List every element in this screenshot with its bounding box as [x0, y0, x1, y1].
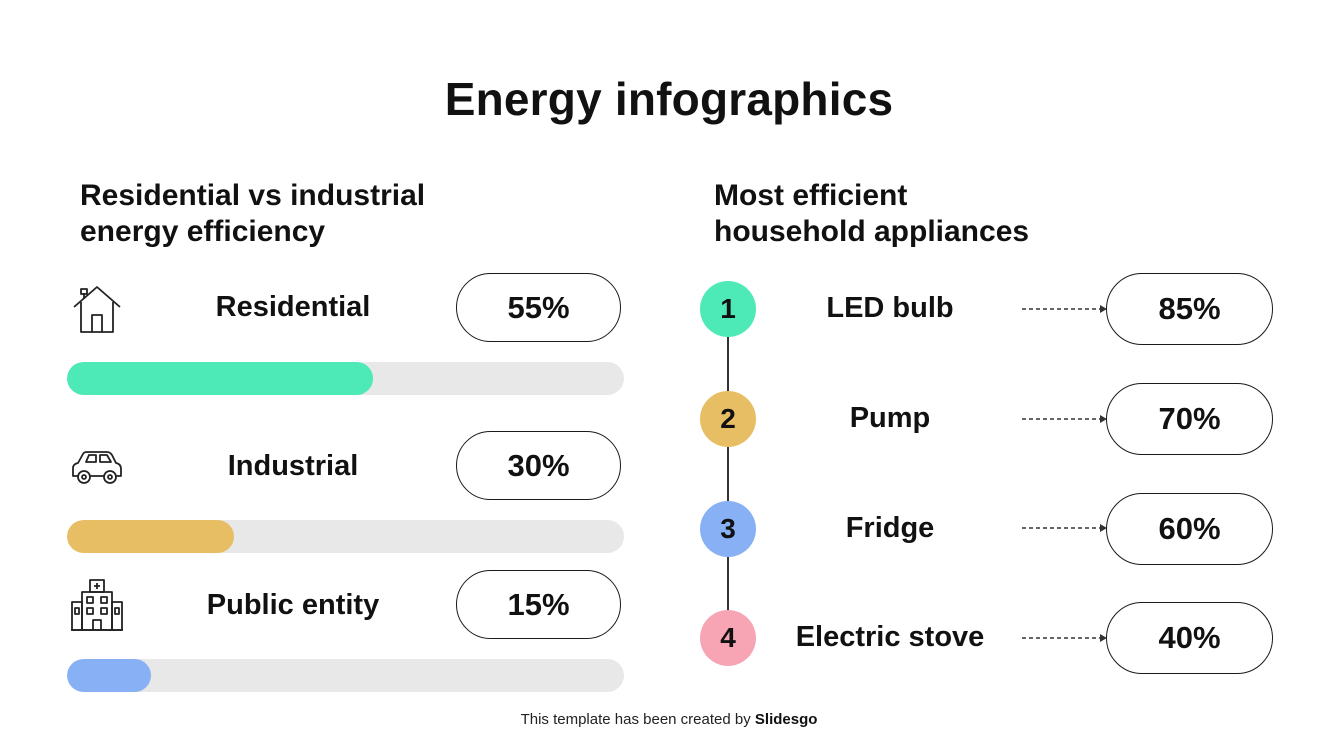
appliance-label-electric-stove: Electric stove [795, 621, 985, 653]
bar-public-entity [67, 659, 151, 692]
connector-line-1-2 [727, 336, 729, 392]
footer-credit: This template has been created by Slides… [0, 711, 1338, 728]
value-pill-led-bulb: 85% [1106, 273, 1273, 345]
value-pill-electric-stove: 40% [1106, 602, 1273, 674]
car-icon [70, 442, 124, 496]
row-label-public-entity: Public entity [206, 589, 380, 621]
appliance-label-led-bulb: LED bulb [826, 292, 954, 324]
value-pill-fridge: 60% [1106, 493, 1273, 565]
bar-industrial [67, 520, 235, 553]
value-pill-public-entity: 15% [456, 570, 621, 639]
footer-brand: Slidesgo [754, 711, 818, 728]
rank-circle-3: 3 [700, 501, 756, 557]
arrow-icon [1022, 524, 1107, 532]
rank-circle-4: 4 [700, 610, 756, 666]
value-pill-pump: 70% [1106, 383, 1273, 455]
footer-prefix: This template has been created by [520, 711, 751, 728]
row-label-industrial: Industrial [227, 450, 359, 482]
bar-track-industrial [67, 520, 624, 553]
house-icon [70, 283, 124, 337]
rank-circle-1: 1 [700, 281, 756, 337]
right-section-heading: Most efficient household appliances [714, 179, 1030, 248]
arrow-icon [1022, 305, 1107, 313]
building-icon [70, 578, 124, 632]
row-label-residential: Residential [215, 291, 371, 323]
left-section-heading: Residential vs industrial energy efficie… [80, 179, 426, 248]
page-title: Energy infographics [444, 73, 894, 125]
value-pill-residential: 55% [456, 273, 621, 342]
value-pill-industrial: 30% [456, 431, 621, 500]
bar-track-public-entity [67, 659, 624, 692]
appliance-label-fridge: Fridge [845, 512, 935, 544]
connector-line-3-4 [727, 555, 729, 611]
bar-residential [67, 362, 374, 395]
rank-circle-2: 2 [700, 391, 756, 447]
bar-track-residential [67, 362, 624, 395]
connector-line-2-3 [727, 446, 729, 502]
appliance-label-pump: Pump [849, 402, 931, 434]
arrow-icon [1022, 634, 1107, 642]
arrow-icon [1022, 415, 1107, 423]
